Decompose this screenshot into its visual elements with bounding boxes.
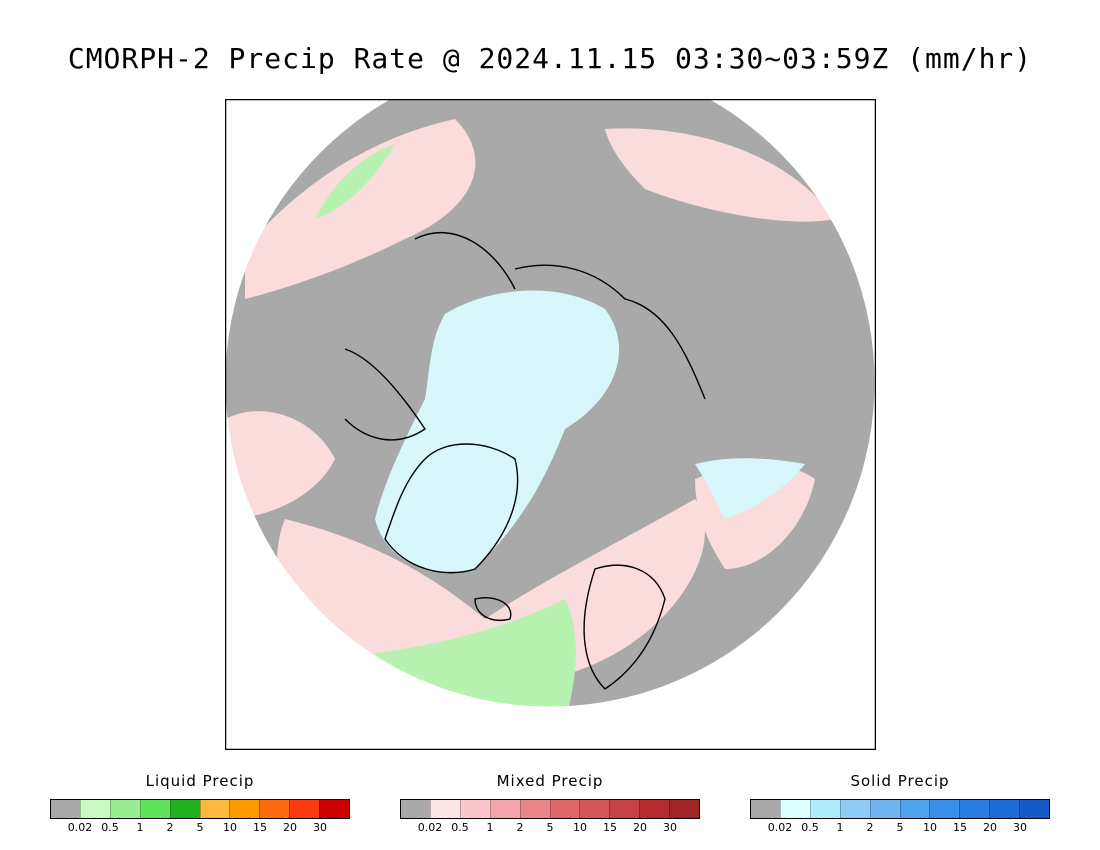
swatch <box>139 800 170 818</box>
swatch <box>401 800 430 818</box>
tick-label: 5 <box>896 821 904 834</box>
swatch <box>169 800 200 818</box>
tick-label: 0.02 <box>767 821 793 834</box>
legend-solid: Solid Precip 0.02 0.5 1 2 5 10 15 20 30 <box>750 772 1050 835</box>
swatch <box>639 800 670 818</box>
tick-label: 0.5 <box>451 821 469 834</box>
swatch <box>669 800 700 818</box>
tick-label: 2 <box>866 821 874 834</box>
swatch <box>51 800 80 818</box>
mixed-region-north-pacific <box>245 119 476 299</box>
swatch <box>519 800 550 818</box>
swatch <box>839 800 870 818</box>
swatch <box>429 800 460 818</box>
color-bar <box>400 799 700 819</box>
greenland-coast <box>384 443 519 574</box>
swatch <box>289 800 320 818</box>
tick-label: 1 <box>136 821 144 834</box>
legend-liquid: Liquid Precip 0.02 0.5 1 2 5 10 15 20 30 <box>50 772 350 835</box>
swatch <box>109 800 140 818</box>
tick-label: 10 <box>223 821 237 834</box>
tick-label: 1 <box>836 821 844 834</box>
mixed-region-bering <box>605 128 835 222</box>
swatch <box>199 800 230 818</box>
tick-label: 0.02 <box>417 821 443 834</box>
tick-label: 0.5 <box>801 821 819 834</box>
swatch <box>1019 800 1050 818</box>
tick-label: 15 <box>603 821 617 834</box>
siberia-coast <box>514 264 706 400</box>
liquid-region-north-atlantic <box>291 599 576 707</box>
tick-label: 20 <box>633 821 647 834</box>
scandinavia-coast <box>583 564 666 690</box>
swatch <box>899 800 930 818</box>
tick-label: 30 <box>313 821 327 834</box>
legend-title: Solid Precip <box>850 772 950 790</box>
tick-label: 15 <box>953 821 967 834</box>
swatch <box>319 800 350 818</box>
legend-mixed: Mixed Precip 0.02 0.5 1 2 5 10 15 20 30 <box>400 772 700 835</box>
tick-labels: 0.02 0.5 1 2 5 10 15 20 30 <box>50 821 350 835</box>
alaska-coast <box>414 232 516 290</box>
swatch <box>459 800 490 818</box>
tick-label: 5 <box>196 821 204 834</box>
iceland-coast <box>474 597 512 621</box>
liquid-region-pacific <box>315 144 395 219</box>
tick-labels: 0.02 0.5 1 2 5 10 15 20 30 <box>750 821 1050 835</box>
swatch <box>989 800 1020 818</box>
swatch <box>489 800 520 818</box>
swatch <box>959 800 990 818</box>
color-bar <box>750 799 1050 819</box>
swatch <box>579 800 610 818</box>
tick-label: 30 <box>1013 821 1027 834</box>
canada-archipelago <box>344 348 426 441</box>
tick-label: 0.5 <box>101 821 119 834</box>
swatch <box>609 800 640 818</box>
tick-label: 1 <box>486 821 494 834</box>
swatch <box>751 800 780 818</box>
polar-precip-map <box>225 99 876 750</box>
swatch <box>869 800 900 818</box>
tick-label: 10 <box>923 821 937 834</box>
tick-label: 10 <box>573 821 587 834</box>
swatch <box>809 800 840 818</box>
solid-region-siberia-east <box>695 458 805 519</box>
precip-field <box>225 99 875 707</box>
swatch <box>779 800 810 818</box>
legend-title: Liquid Precip <box>145 772 255 790</box>
tick-label: 2 <box>166 821 174 834</box>
tick-label: 5 <box>546 821 554 834</box>
tick-label: 15 <box>253 821 267 834</box>
legend-title: Mixed Precip <box>496 772 604 790</box>
swatch <box>929 800 960 818</box>
swatch <box>79 800 110 818</box>
swatch <box>259 800 290 818</box>
color-bar <box>50 799 350 819</box>
tick-label: 30 <box>663 821 677 834</box>
mixed-region-atlantic <box>277 499 705 689</box>
tick-labels: 0.02 0.5 1 2 5 10 15 20 30 <box>400 821 700 835</box>
tick-label: 20 <box>283 821 297 834</box>
mixed-region-canada <box>225 411 335 519</box>
page-title: CMORPH-2 Precip Rate @ 2024.11.15 03:30~… <box>67 42 1033 75</box>
swatch <box>229 800 260 818</box>
tick-label: 2 <box>516 821 524 834</box>
solid-region-arctic <box>375 290 620 572</box>
tick-label: 0.02 <box>67 821 93 834</box>
coastlines <box>344 232 706 690</box>
tick-label: 20 <box>983 821 997 834</box>
map-frame <box>225 99 876 750</box>
swatch <box>549 800 580 818</box>
